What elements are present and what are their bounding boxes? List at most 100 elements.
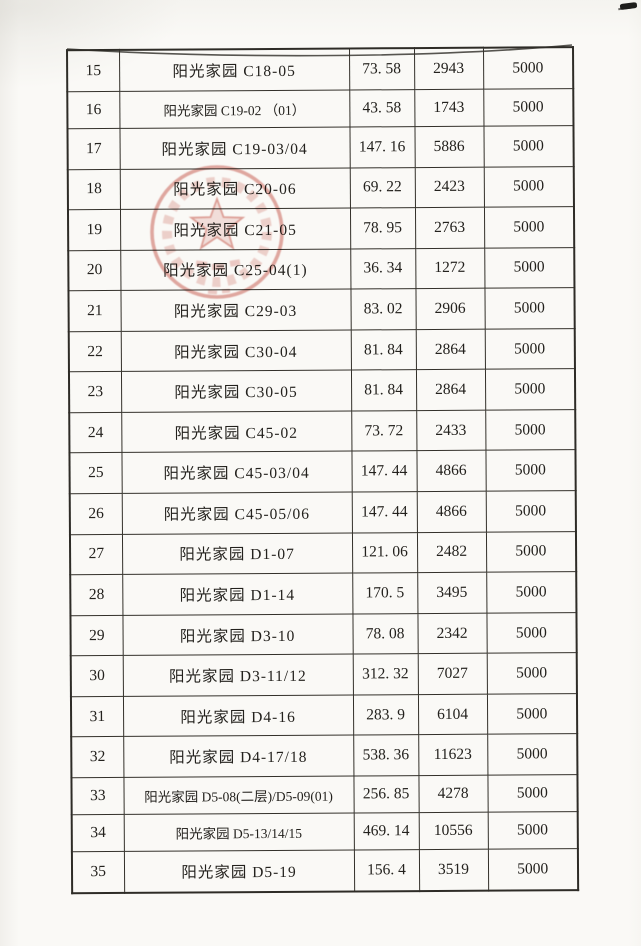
table-row: 26 阳光家园 C45-05/06 147. 44 4866 5000 (69, 490, 576, 535)
table-row: 35 阳光家园 D5-19 156. 4 3519 5000 (71, 848, 579, 894)
index-cell: 17 (67, 128, 120, 170)
amount-cell: 2482 (416, 531, 487, 573)
unit-name-cell: 阳光家园 D1-07 (121, 532, 353, 575)
table-row: 17 阳光家园 C19-03/04 147. 16 5886 5000 (67, 125, 574, 170)
area-cell: 43. 58 (349, 89, 415, 127)
deposit-cell: 5000 (487, 811, 578, 850)
deposit-cell: 5000 (485, 531, 577, 573)
table-row: 28 阳光家园 D1-14 170. 5 3495 5000 (70, 571, 577, 616)
table-row: 27 阳光家园 D1-07 121. 06 2482 5000 (69, 531, 577, 575)
deposit-cell: 5000 (486, 652, 577, 695)
area-cell: 36. 34 (350, 248, 416, 290)
index-cell: 23 (68, 371, 122, 413)
index-cell: 19 (67, 209, 121, 251)
deposit-cell: 5000 (483, 125, 574, 167)
area-cell: 312. 32 (352, 653, 418, 695)
table-row: 15 阳光家园 C18-05 73. 58 2943 5000 (67, 47, 574, 92)
fee-table: 15 阳光家园 C18-05 73. 58 2943 5000 16 阳光家园 C19-02… (66, 46, 580, 895)
index-cell: 26 (69, 493, 122, 535)
index-cell: 29 (70, 615, 123, 657)
unit-name-cell: 阳光家园 D5-19 (123, 850, 355, 893)
deposit-cell: 5000 (487, 774, 578, 813)
index-cell: 28 (70, 574, 123, 616)
table-row: 29 阳光家园 D3-10 78. 08 2342 5000 (70, 612, 577, 657)
area-cell: 81. 84 (350, 369, 417, 411)
deposit-cell: 5000 (483, 206, 575, 248)
fee-table-container: 15 阳光家园 C18-05 73. 58 2943 5000 16 阳光家园 C19-02… (66, 46, 580, 895)
area-cell: 147. 16 (349, 126, 415, 168)
amount-cell: 2864 (415, 328, 485, 370)
unit-name-cell: 阳光家园 C19-02 （01） (119, 89, 350, 129)
unit-name-cell: 阳光家园 C45-02 (121, 410, 352, 453)
index-cell: 35 (71, 851, 125, 894)
area-cell: 170. 5 (352, 572, 418, 614)
deposit-cell: 5000 (487, 848, 579, 891)
unit-name-cell: 阳光家园 C19-03/04 (119, 126, 350, 169)
deposit-cell: 5000 (486, 612, 577, 654)
amount-cell: 2423 (414, 166, 484, 208)
unit-name-cell: 阳光家园 C29-03 (120, 289, 351, 332)
unit-name-cell: 阳光家园 C20-06 (119, 167, 350, 210)
table-row: 30 阳光家园 D3-11/12 312. 32 7027 5000 (70, 652, 577, 697)
deposit-cell: 5000 (484, 328, 575, 370)
unit-name-cell: 阳光家园 D3-10 (122, 613, 353, 656)
amount-cell: 3519 (418, 849, 489, 892)
area-cell: 73. 72 (351, 410, 417, 452)
deposit-cell: 5000 (486, 693, 578, 735)
table-row: 21 阳光家园 C29-03 83. 02 2906 5000 (68, 287, 575, 332)
area-cell: 283. 9 (352, 694, 419, 736)
amount-cell: 1743 (414, 89, 484, 127)
unit-name-cell: 阳光家园 C45-03/04 (121, 451, 352, 494)
area-cell: 256. 85 (353, 775, 419, 813)
index-cell: 31 (70, 696, 124, 738)
index-cell: 22 (68, 331, 121, 373)
deposit-cell: 5000 (483, 47, 574, 90)
unit-name-cell: 阳光家园 D4-16 (122, 694, 354, 737)
deposit-cell: 5000 (486, 571, 577, 613)
area-cell: 69. 22 (349, 167, 415, 209)
index-cell: 33 (71, 777, 124, 815)
fee-table-body: 15 阳光家园 C18-05 73. 58 2943 5000 16 阳光家园 C19-02… (67, 47, 579, 894)
area-cell: 538. 36 (353, 735, 419, 776)
amount-cell: 2943 (414, 47, 484, 90)
amount-cell: 4866 (416, 450, 486, 492)
unit-name-cell: 阳光家园 D1-14 (122, 573, 353, 616)
index-cell: 34 (71, 814, 124, 852)
unit-name-cell: 阳光家园 D3-11/12 (122, 654, 353, 697)
amount-cell: 5886 (414, 126, 484, 168)
table-row: 32 阳光家园 D4-17/18 538. 36 11623 5000 (71, 734, 578, 778)
table-row: 24 阳光家园 C45-02 73. 72 2433 5000 (69, 409, 576, 454)
index-cell: 18 (67, 168, 120, 210)
unit-name-cell: 阳光家园 D5-13/14/15 (123, 812, 354, 852)
amount-cell: 4278 (418, 775, 488, 813)
unit-name-cell: 阳光家园 D4-17/18 (123, 735, 354, 778)
deposit-cell: 5000 (487, 734, 578, 776)
amount-cell: 10556 (418, 812, 488, 850)
deposit-cell: 5000 (485, 490, 576, 532)
table-row: 23 阳光家园 C30-05 81. 84 2864 5000 (68, 368, 576, 413)
deposit-cell: 5000 (484, 287, 575, 329)
deposit-cell: 5000 (483, 166, 574, 208)
area-cell: 78. 08 (352, 613, 418, 655)
amount-cell: 4866 (416, 491, 486, 533)
unit-name-cell: 阳光家园 C30-04 (120, 329, 351, 372)
index-cell: 16 (67, 91, 120, 129)
table-row: 25 阳光家园 C45-03/04 147. 44 4866 5000 (69, 450, 576, 494)
area-cell: 147. 44 (351, 451, 417, 493)
area-cell: 147. 44 (351, 491, 417, 533)
amount-cell: 11623 (418, 734, 488, 776)
amount-cell: 1272 (415, 247, 485, 289)
area-cell: 121. 06 (351, 532, 418, 574)
amount-cell: 2906 (415, 288, 485, 330)
amount-cell: 7027 (417, 653, 487, 695)
area-cell: 73. 58 (349, 48, 415, 90)
unit-name-cell: 阳光家园 C21-05 (119, 208, 351, 251)
deposit-cell: 5000 (485, 450, 576, 492)
index-cell: 27 (69, 533, 123, 575)
amount-cell: 3495 (417, 572, 487, 614)
unit-name-cell: 阳光家园 D5-08(二层)/D5-09(01) (123, 775, 354, 815)
index-cell: 15 (67, 49, 120, 92)
table-row: 19 阳光家园 C21-05 78. 95 2763 5000 (67, 206, 575, 251)
area-cell: 78. 95 (349, 207, 416, 249)
table-row: 33 阳光家园 D5-08(二层)/D5-09(01) 256. 85 4278 500… (71, 774, 578, 815)
